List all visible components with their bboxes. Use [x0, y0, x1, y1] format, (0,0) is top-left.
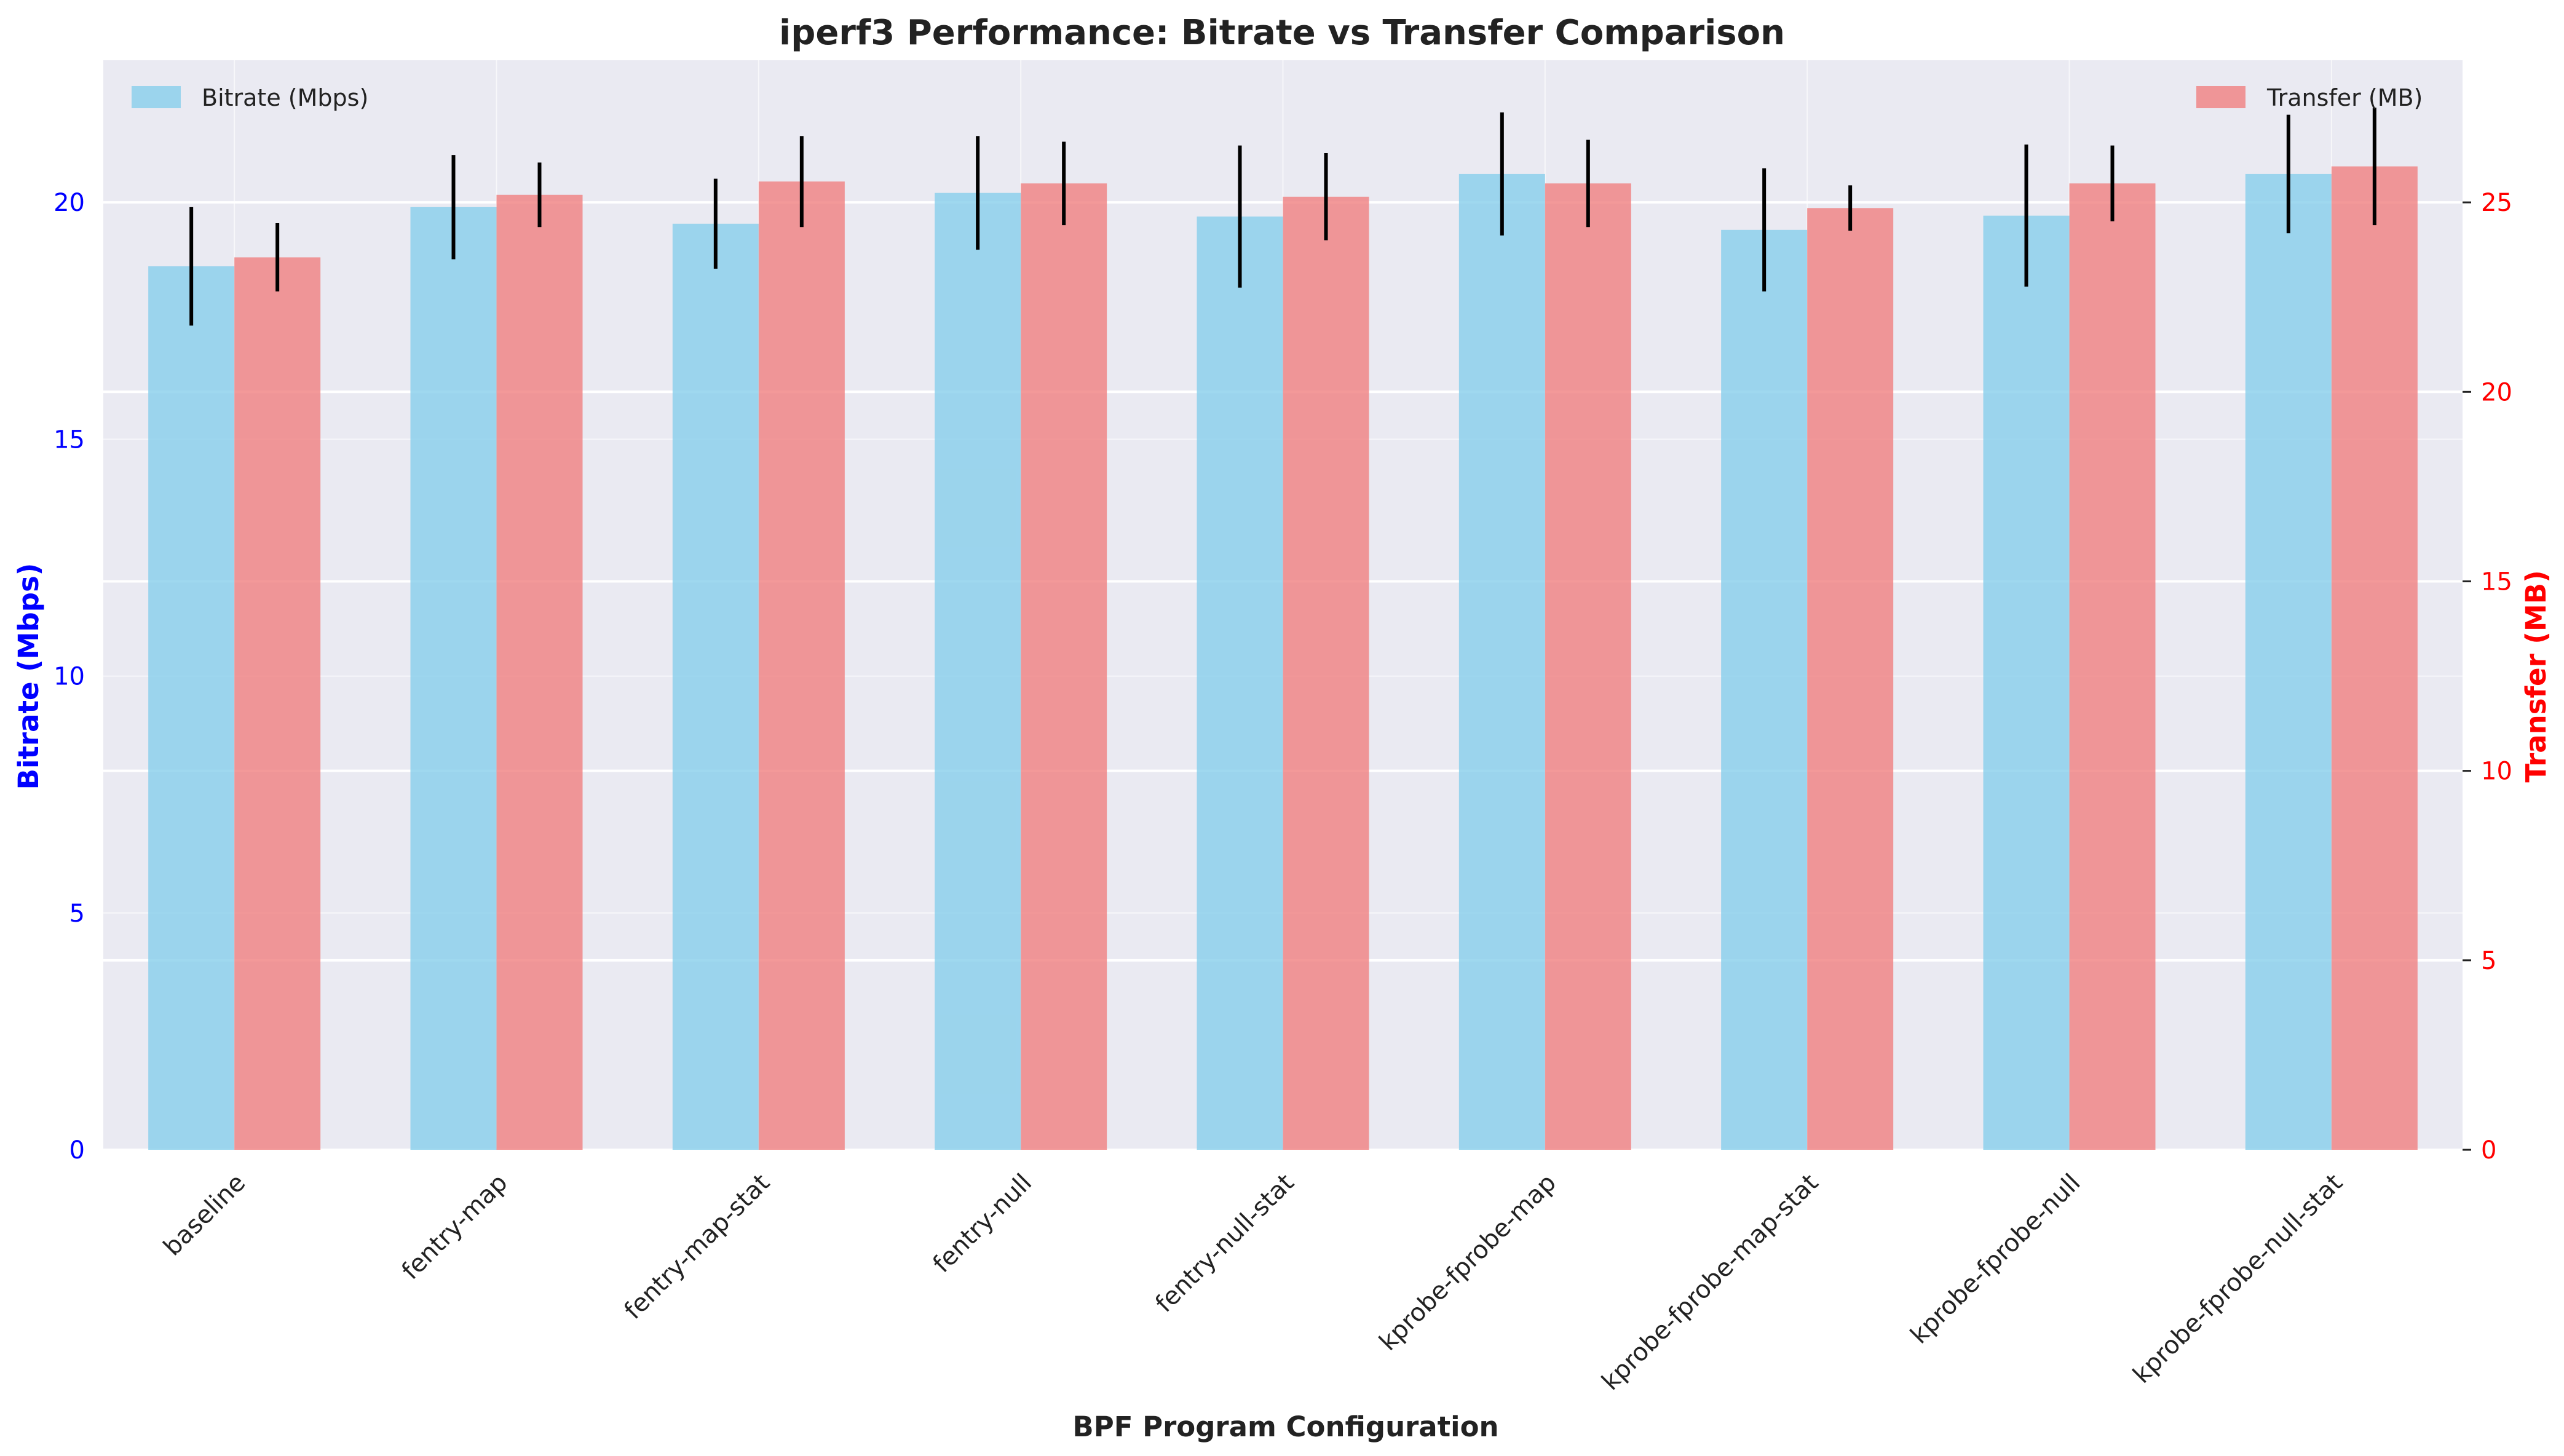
right-tick-label: 5	[2481, 947, 2496, 975]
legend-transfer-swatch	[2196, 86, 2245, 108]
right-tick-label: 10	[2481, 758, 2512, 786]
legend-transfer: Transfer (MB)	[2196, 84, 2423, 111]
bitrate-bar	[410, 207, 497, 1150]
transfer-bar	[1021, 183, 1107, 1150]
x-tick-label: kprobe-fprobe-null-stat	[2127, 1169, 2348, 1390]
right-tick-label: 20	[2481, 378, 2512, 406]
bitrate-bar	[2245, 173, 2332, 1150]
legend-bitrate-label: Bitrate (Mbps)	[202, 84, 368, 111]
bitrate-bar	[1197, 216, 1283, 1150]
transfer-bar	[1807, 208, 1894, 1150]
bars-layer	[148, 166, 2418, 1150]
transfer-bar	[234, 257, 321, 1150]
x-tick-label: baseline	[158, 1169, 251, 1262]
transfer-bar	[2331, 166, 2418, 1150]
bitrate-bar	[1983, 215, 2070, 1150]
error-bars-layer	[189, 108, 2376, 326]
right-tick-label: 25	[2481, 189, 2512, 217]
left-tick-label: 15	[53, 425, 85, 454]
legend-transfer-label: Transfer (MB)	[2266, 84, 2423, 111]
left-tick-label: 5	[69, 900, 85, 928]
transfer-bar	[2069, 183, 2156, 1150]
bitrate-bar	[1721, 229, 1808, 1150]
transfer-bar	[1283, 196, 1369, 1150]
left-y-axis-label: Bitrate (Mbps)	[12, 563, 45, 790]
legend-bitrate: Bitrate (Mbps)	[132, 84, 368, 111]
bitrate-bar	[672, 223, 759, 1150]
right-tick-label: 0	[2481, 1136, 2496, 1165]
x-axis-label: BPF Program Configuration	[1072, 1410, 1498, 1443]
transfer-bar	[496, 194, 583, 1150]
transfer-bar	[758, 181, 845, 1150]
right-tick-label: 15	[2481, 568, 2512, 596]
right-y-axis-label: Transfer (MB)	[2520, 570, 2552, 782]
left-tick-label: 10	[53, 663, 85, 691]
left-tick-label: 20	[53, 189, 85, 217]
bitrate-bar	[1458, 173, 1545, 1150]
x-tick-label: fentry-null	[928, 1169, 1038, 1279]
x-tick-label: fentry-map	[397, 1169, 513, 1286]
chart-title: iperf3 Performance: Bitrate vs Transfer …	[779, 13, 1785, 53]
transfer-bar	[1545, 183, 1631, 1150]
bitrate-bar	[148, 266, 235, 1150]
left-tick-label: 0	[69, 1136, 85, 1165]
x-tick-label: kprobe-fprobe-map	[1374, 1169, 1562, 1356]
x-tick-label: fentry-null-stat	[1150, 1169, 1300, 1318]
bitrate-bar	[935, 192, 1021, 1150]
x-tick-label: kprobe-fprobe-null	[1905, 1169, 2086, 1350]
x-tick-label: kprobe-fprobe-map-stat	[1596, 1169, 1824, 1396]
x-tick-label: fentry-map-stat	[619, 1169, 775, 1325]
legend-bitrate-swatch	[132, 86, 181, 108]
